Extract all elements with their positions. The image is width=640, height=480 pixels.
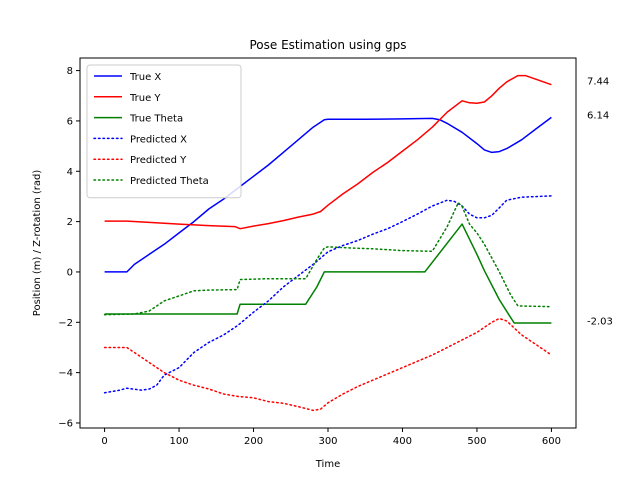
end-value-label: -2.03 — [587, 317, 613, 328]
legend-label-true-y: True Y — [129, 93, 161, 104]
series-line-predicted-y — [103, 317, 553, 412]
x-tick-label: 100 — [170, 436, 189, 447]
end-value-labels: 7.44 6.14 -2.03 — [587, 77, 613, 328]
legend-label-true-theta: True Theta — [129, 114, 183, 125]
x-tick-label: 0 — [101, 436, 107, 447]
y-tick-label: 0 — [67, 267, 73, 278]
series-line-true-y — [104, 74, 552, 230]
x-axis-label: Time — [315, 459, 340, 470]
y-tick-label: 8 — [67, 66, 73, 77]
plot-area — [103, 74, 553, 412]
axis-ticks: 0 100 200 300 400 500 600 −6 −4 −2 0 2 4 6 8 — [58, 66, 561, 447]
series-line-predicted-theta — [103, 201, 553, 316]
end-value-label: 6.14 — [587, 111, 609, 122]
legend-label-predicted-theta: Predicted Theta — [130, 176, 209, 187]
legend-label-predicted-y: Predicted Y — [130, 155, 187, 166]
series-line-true-x — [104, 116, 552, 273]
y-tick-label: 2 — [67, 217, 73, 228]
end-value-label: 7.44 — [587, 77, 609, 88]
y-tick-label: −6 — [58, 418, 73, 429]
x-tick-label: 300 — [318, 436, 337, 447]
legend-label-predicted-x: Predicted X — [130, 134, 187, 145]
y-axis-label: Position (m) / Z-rotation (rad) — [32, 170, 43, 317]
x-tick-label: 400 — [393, 436, 412, 447]
legend: True X True Y True Theta Predicted X Predict… — [86, 64, 242, 199]
x-tick-label: 200 — [244, 436, 263, 447]
series-line-predicted-x — [103, 195, 553, 394]
legend-box — [86, 64, 242, 199]
y-tick-label: 6 — [67, 116, 73, 127]
y-tick-label: −2 — [58, 318, 73, 329]
y-tick-label: −4 — [58, 368, 73, 379]
series-line-true-theta — [104, 223, 552, 324]
y-tick-label: 4 — [67, 167, 73, 178]
x-tick-label: 500 — [467, 436, 486, 447]
chart-title: Pose Estimation using gps — [249, 38, 406, 52]
x-tick-label: 600 — [542, 436, 561, 447]
legend-label-true-x: True X — [129, 72, 161, 83]
